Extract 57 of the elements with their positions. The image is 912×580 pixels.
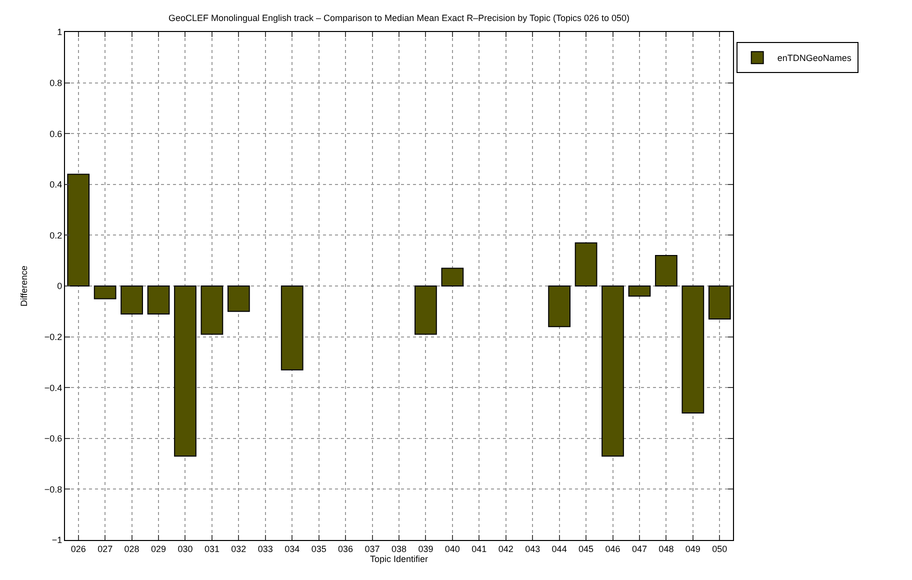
x-tick-label: 027 xyxy=(98,544,113,554)
x-tick-label: 050 xyxy=(712,544,728,554)
y-tick-label: 0.4 xyxy=(50,180,62,190)
x-tick-label: 031 xyxy=(204,544,220,554)
bar xyxy=(682,286,704,414)
x-tick-label: 044 xyxy=(552,544,567,554)
x-tick-label: 040 xyxy=(444,544,460,554)
bar xyxy=(280,286,304,370)
bar xyxy=(120,286,143,314)
bar xyxy=(67,174,90,286)
bar xyxy=(574,242,598,286)
x-tick-label: 045 xyxy=(578,544,594,554)
y-tick-label: −0.8 xyxy=(44,484,62,494)
y-tick-label: 1 xyxy=(57,27,62,38)
y-tick-label: −1 xyxy=(52,535,62,546)
bar xyxy=(441,268,464,286)
x-tick-label: 035 xyxy=(311,544,326,554)
x-tick-label: 048 xyxy=(658,544,674,554)
bar xyxy=(94,286,116,300)
x-tick-label: 039 xyxy=(418,544,434,554)
x-tick-label: 041 xyxy=(472,544,487,554)
x-axis-title: Topic Identifier xyxy=(370,554,428,564)
y-tick-label: −0.6 xyxy=(44,434,62,444)
bar xyxy=(548,286,571,328)
bar xyxy=(602,286,624,457)
chart-title: GeoCLEF Monolingual English track – Comparison to Median Mean Exact R–Precision by Topic (Topics 026 to 050) xyxy=(168,12,630,23)
x-tick-label: 028 xyxy=(124,544,140,554)
y-tick-label: −0.2 xyxy=(44,332,62,342)
bar xyxy=(227,286,250,312)
x-tick-label: 037 xyxy=(364,544,380,554)
y-tick-label: 0.6 xyxy=(50,128,62,139)
x-tick-label: 036 xyxy=(338,544,354,554)
x-tick-label: 033 xyxy=(258,544,273,554)
bar xyxy=(628,286,651,297)
y-tick-label: 0.2 xyxy=(50,230,62,240)
x-tick-label: 049 xyxy=(685,544,700,554)
x-tick-label: 030 xyxy=(178,544,193,554)
bar xyxy=(200,286,224,335)
bar xyxy=(147,286,170,314)
y-tick-label: 0.8 xyxy=(50,78,62,88)
legend-label: enTDNGeoNames xyxy=(777,53,852,64)
bar xyxy=(414,286,437,335)
y-tick-label: −0.4 xyxy=(44,382,62,393)
x-tick-label: 046 xyxy=(605,544,620,554)
bar xyxy=(174,286,196,457)
x-tick-label: 029 xyxy=(151,544,166,554)
x-tick-label: 026 xyxy=(70,544,86,554)
x-tick-label: 034 xyxy=(284,544,300,554)
y-axis-title: Difference xyxy=(18,266,29,306)
x-tick-label: 038 xyxy=(391,544,407,554)
bar xyxy=(708,286,731,320)
x-tick-label: 047 xyxy=(632,544,647,554)
x-tick-label: 032 xyxy=(231,544,246,554)
bar xyxy=(655,255,678,286)
x-tick-label: 043 xyxy=(525,544,540,554)
x-tick-label: 042 xyxy=(498,544,514,554)
y-tick-label: 0 xyxy=(57,281,62,292)
